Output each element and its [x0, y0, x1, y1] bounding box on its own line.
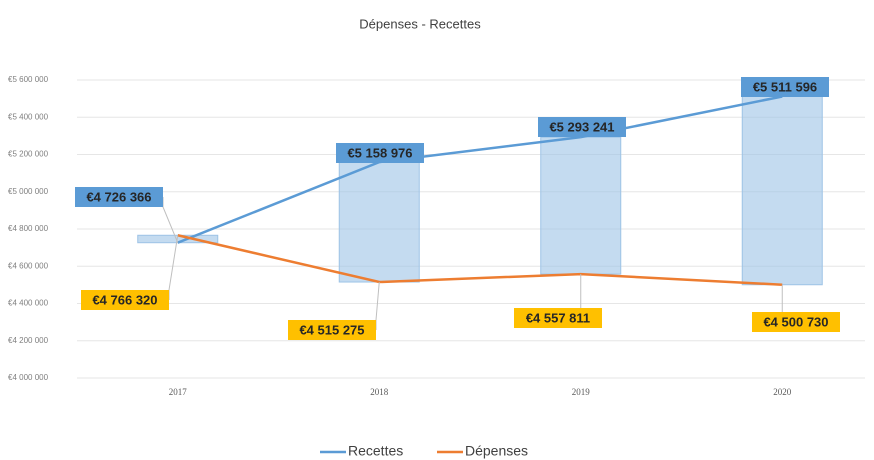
- series-line: [177, 95, 783, 244]
- y-tick-label: €4 000 000: [8, 373, 49, 382]
- data-label: €5 293 241: [549, 119, 614, 134]
- data-label-box: [741, 77, 829, 97]
- difference-bar: [338, 161, 420, 283]
- series-line: [177, 234, 783, 286]
- x-tick-label: 2019: [572, 387, 591, 397]
- y-tick-label: €4 800 000: [8, 224, 49, 233]
- data-label: €4 515 275: [299, 322, 364, 337]
- legend-label: Dépenses: [465, 443, 528, 459]
- data-label-box: [75, 187, 163, 207]
- difference-bar: [540, 136, 622, 275]
- legend-label: Recettes: [348, 443, 403, 459]
- data-label-box: [514, 308, 602, 328]
- leader-line: [168, 235, 179, 300]
- y-tick-label: €5 600 000: [8, 75, 49, 84]
- data-label-box: [81, 290, 169, 310]
- data-label-box: [288, 320, 376, 340]
- data-label: €5 511 596: [753, 79, 817, 94]
- y-tick-label: €4 200 000: [8, 336, 49, 345]
- y-tick-label: €4 400 000: [8, 299, 49, 308]
- data-label: €4 726 366: [86, 189, 151, 204]
- x-tick-label: 2017: [169, 387, 188, 397]
- x-tick-label: 2018: [370, 387, 389, 397]
- x-tick-label: 2020: [773, 387, 792, 397]
- data-label: €4 500 730: [763, 314, 828, 329]
- data-label: €5 158 976: [347, 145, 412, 160]
- data-label: €4 557 811: [526, 310, 590, 325]
- y-tick-label: €5 000 000: [8, 187, 49, 196]
- data-label: €4 766 320: [92, 292, 157, 307]
- chart-title: Dépenses - Recettes: [359, 16, 481, 31]
- data-label-box: [752, 312, 840, 332]
- y-tick-label: €5 400 000: [8, 112, 49, 121]
- leader-line: [375, 281, 380, 330]
- y-tick-label: €5 200 000: [8, 150, 49, 159]
- data-label-box: [538, 117, 626, 137]
- difference-bar: [741, 95, 823, 286]
- data-label-box: [336, 143, 424, 163]
- y-tick-label: €4 600 000: [8, 261, 49, 270]
